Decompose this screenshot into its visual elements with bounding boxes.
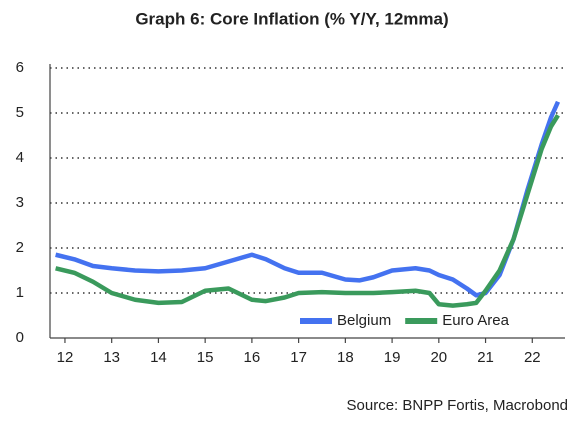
chart-title: Graph 6: Core Inflation (% Y/Y, 12mma) xyxy=(135,9,448,28)
x-tick-label: 17 xyxy=(290,349,307,366)
x-tick-label: 22 xyxy=(524,349,541,366)
y-tick-label: 1 xyxy=(16,284,24,301)
x-tick-label: 15 xyxy=(197,349,214,366)
legend-swatch xyxy=(300,318,332,324)
x-tick-label: 20 xyxy=(430,349,447,366)
x-tick-label: 18 xyxy=(337,349,354,366)
x-tick-label: 14 xyxy=(150,349,167,366)
series-line xyxy=(55,114,560,308)
x-tick-label: 12 xyxy=(57,349,74,366)
legend-label: Euro Area xyxy=(442,312,509,329)
legend-label: Belgium xyxy=(337,312,391,329)
y-tick-label: 4 xyxy=(16,149,24,166)
x-tick-label: 16 xyxy=(244,349,261,366)
series-line xyxy=(55,100,561,298)
x-tick-label: 13 xyxy=(103,349,120,366)
y-tick-label: 2 xyxy=(16,239,24,256)
source-note: Source: BNPP Fortis, Macrobond xyxy=(347,397,568,414)
x-tick-label: 21 xyxy=(477,349,494,366)
legend-swatch xyxy=(405,318,438,324)
y-tick-label: 5 xyxy=(16,104,24,121)
x-tick-label: 19 xyxy=(384,349,401,366)
y-tick-label: 3 xyxy=(16,194,24,211)
y-tick-label: 0 xyxy=(16,329,24,346)
y-tick-label: 6 xyxy=(16,59,24,76)
